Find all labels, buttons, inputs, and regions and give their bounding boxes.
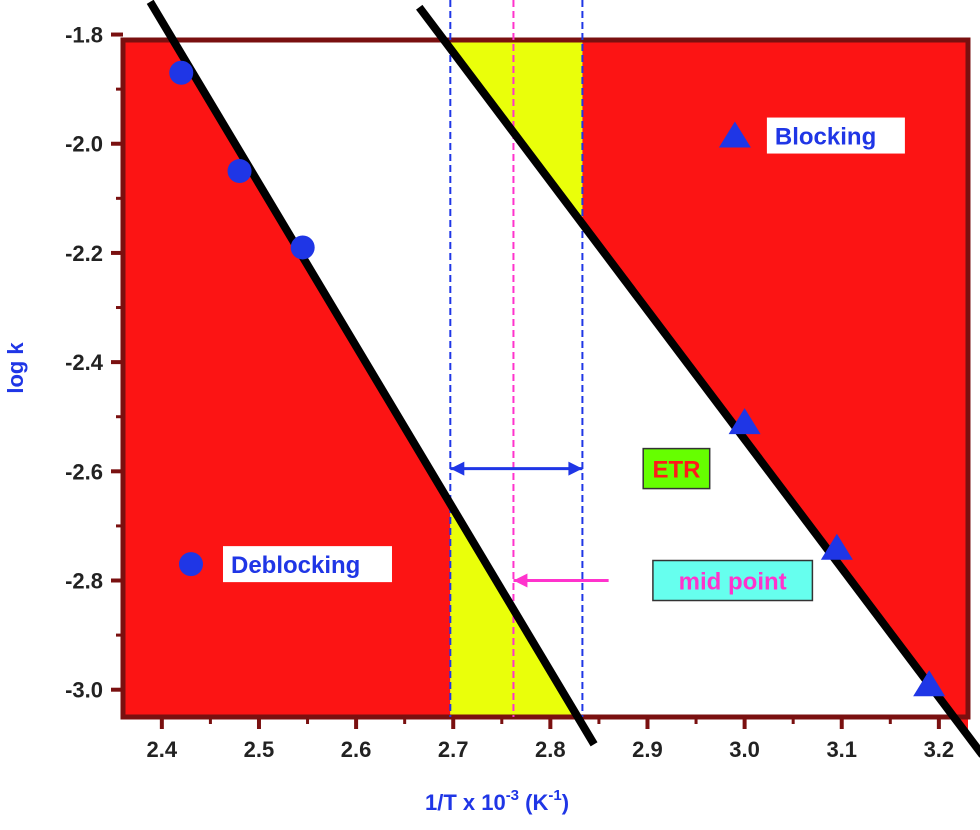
data-markers: Deblocking Blocking bbox=[169, 60, 946, 697]
blocking-legend-marker bbox=[718, 121, 751, 148]
x-tick-label: 3.1 bbox=[826, 737, 857, 762]
blocking-point bbox=[913, 670, 946, 697]
deblocking-point bbox=[227, 159, 252, 184]
mid-point-label: mid point bbox=[679, 569, 787, 596]
x-tick-label: 2.9 bbox=[632, 737, 663, 762]
red-region-deblocking bbox=[123, 40, 451, 717]
y-tick-label: -2.6 bbox=[65, 459, 103, 484]
plot-frame bbox=[120, 37, 971, 720]
x-axis-title-unit-exponent: -1 bbox=[548, 787, 561, 804]
vertical-reference-lines bbox=[449, 0, 584, 717]
blocking-point bbox=[820, 533, 853, 560]
deblocking-legend-marker bbox=[178, 552, 203, 577]
y-tick-label: -3.0 bbox=[65, 678, 103, 703]
x-axis-title-unit-open: (K bbox=[519, 790, 548, 815]
y-tick-label: -2.2 bbox=[65, 241, 103, 266]
x-tick-label: 3.0 bbox=[729, 737, 760, 762]
mid-point-label-box bbox=[652, 559, 814, 602]
x-tick-label: 2.6 bbox=[341, 737, 372, 762]
x-axis-title: 1/T x 10-3 (K-1) bbox=[425, 787, 569, 815]
deblocking-point bbox=[169, 60, 194, 85]
y-tick-label: -2.0 bbox=[65, 132, 103, 157]
red-region-blocking bbox=[582, 40, 968, 736]
fit-line-deblocking bbox=[146, 0, 598, 747]
y-tick-label: -2.8 bbox=[65, 569, 103, 594]
annotations: ETR mid point bbox=[450, 447, 814, 602]
x-axis-title-exponent: -3 bbox=[506, 787, 519, 804]
blocking-legend-label: Blocking bbox=[775, 124, 876, 151]
x-tick-label: 2.4 bbox=[147, 737, 178, 762]
mid-point-arrowhead bbox=[513, 573, 528, 588]
y-tick-label: -2.4 bbox=[65, 350, 104, 375]
x-axis-title-unit-close: ) bbox=[562, 790, 569, 815]
etr-label-box bbox=[642, 447, 711, 490]
fit-line-blocking bbox=[416, 4, 980, 758]
fit-lines bbox=[146, 0, 980, 758]
deblocking-point bbox=[290, 235, 315, 260]
x-tick-label: 3.2 bbox=[924, 737, 955, 762]
deblocking-legend-box bbox=[222, 546, 392, 583]
x-tick-label: 2.8 bbox=[535, 737, 566, 762]
y-tick-label: -1.8 bbox=[65, 23, 103, 48]
etr-label: ETR bbox=[652, 457, 700, 484]
deblocking-legend-label: Deblocking bbox=[231, 552, 360, 579]
blocking-legend-box bbox=[766, 117, 905, 154]
y-axis-title: log k bbox=[3, 342, 28, 394]
blocking-point bbox=[728, 408, 761, 435]
x-axis-title-main: 1/T x 10 bbox=[425, 790, 506, 815]
x-tick-label: 2.5 bbox=[244, 737, 275, 762]
axis-ticks: 2.4 2.5 2.6 2.7 2.8 2.9 3.0 3.1 3.2 -1.8 -2.0 -2.2 -… bbox=[65, 23, 954, 762]
etr-arrowhead-right bbox=[568, 461, 583, 476]
etr-arrowhead-left bbox=[450, 461, 465, 476]
x-tick-label: 2.7 bbox=[438, 737, 469, 762]
plot-border bbox=[120, 37, 971, 720]
